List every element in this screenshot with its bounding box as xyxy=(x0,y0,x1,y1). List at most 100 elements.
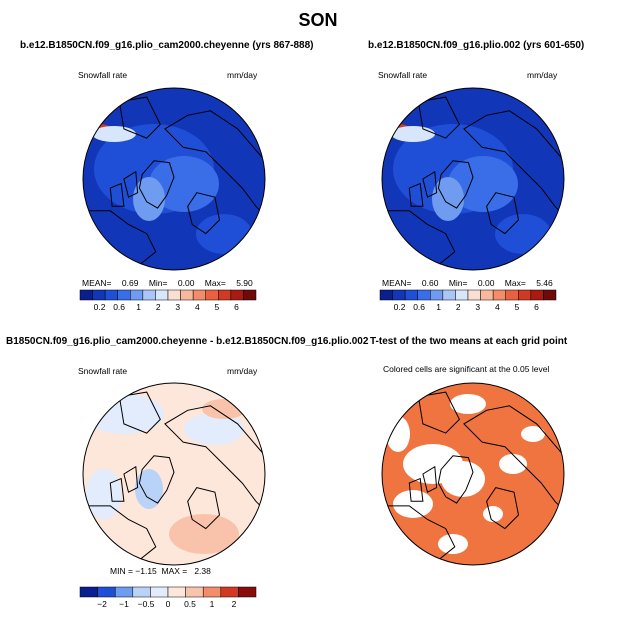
panel3-title: B1850CN.f09_g16.plio_cam2000.cheyenne - … xyxy=(6,336,369,347)
panel1-min-label: Min= xyxy=(148,278,168,288)
panel2-colorbar-box xyxy=(404,289,418,301)
panel2-colorbar-tick-label: 2 xyxy=(456,302,461,312)
panel1-colorbar-tick-label: 6 xyxy=(234,302,239,312)
panel3-colorbar-box xyxy=(167,586,186,598)
insignificant-region xyxy=(393,490,433,518)
panel2-colorbar-box xyxy=(530,289,544,301)
map-border xyxy=(82,87,266,271)
panel1-variable-label: Snowfall rate xyxy=(78,70,128,80)
insignificant-region xyxy=(499,454,527,474)
difference-region xyxy=(135,469,163,509)
insignificant-region xyxy=(521,426,545,442)
snowfall-region xyxy=(149,156,219,212)
snowfall-region xyxy=(92,126,136,142)
map-border xyxy=(381,87,565,271)
panel2-min-value: 0.00 xyxy=(477,278,495,288)
panel1-colorbar-box xyxy=(155,289,169,301)
panel3-colorbar-tick-label: −2 xyxy=(97,599,107,609)
panel3-colorbar-tick-label: −0.5 xyxy=(138,599,155,609)
panel3-colorbar-box xyxy=(114,586,134,598)
difference-region xyxy=(184,413,244,445)
panel3-map xyxy=(83,383,265,565)
panel1-colorbar-box xyxy=(117,289,131,301)
panel3-colorbar-box xyxy=(238,586,257,598)
panel1-colorbar-box xyxy=(104,289,118,301)
panel1-colorbar-box xyxy=(192,289,206,301)
snowfall-region xyxy=(133,177,165,221)
panel2-map xyxy=(382,88,564,270)
panel1-colorbar-tick-label: 2 xyxy=(156,302,161,312)
panel1-colorbar-box xyxy=(92,289,106,301)
insignificant-region xyxy=(386,416,410,452)
panel3-colorbar-tick-label: −1 xyxy=(119,599,129,609)
panel2-colorbar-box xyxy=(417,289,431,301)
snowfall-region xyxy=(196,214,252,254)
panel1-colorbar-box xyxy=(167,289,181,301)
panel1-max-value: 5.90 xyxy=(236,278,253,288)
panel2-colorbar-box xyxy=(505,289,519,301)
panel2-mean-value: 0.60 xyxy=(421,278,439,288)
panel3-colorbar: −2 −1 −0.5 0 0.5 1 2 xyxy=(79,586,257,609)
panel2-max-label: Max= xyxy=(504,278,526,288)
panel3-colorbar-box xyxy=(220,586,239,598)
panel2-colorbar-box xyxy=(543,289,557,301)
panel1-title: b.e12.B1850CN.f09_g16.plio_cam2000.cheye… xyxy=(20,40,314,51)
panel2-max-value: 5.46 xyxy=(536,278,553,288)
panel4-subtitle: Colored cells are significant at the 0.0… xyxy=(383,364,550,374)
panel1-colorbar-box xyxy=(243,289,257,301)
panel2-colorbar: 0.2 0.6 1 2 3 4 5 6 xyxy=(379,289,557,312)
snowfall-region xyxy=(432,177,464,221)
panel2-colorbar-box xyxy=(480,289,494,301)
panel3-colorbar-box xyxy=(97,586,116,598)
panel3-stats: MIN = −1.15 MAX = 2.38 xyxy=(110,566,211,576)
insignificant-region xyxy=(483,506,503,522)
panel2-mean-label: MEAN= xyxy=(382,278,412,288)
panel1-stats: MEAN= 0.69 Min= 0.00 Max= 5.90 xyxy=(82,278,253,288)
snowfall-region xyxy=(391,126,435,142)
panel1-colorbar-box xyxy=(130,289,144,301)
insignificant-region xyxy=(450,394,486,414)
panel2-title: b.e12.B1850CN.f09_g16.plio.002 (yrs 601-… xyxy=(368,40,585,51)
panel2-colorbar-tick-label: 0.2 xyxy=(394,302,406,312)
map-border xyxy=(381,382,565,566)
coastline xyxy=(83,391,265,565)
panel1-mean-value: 0.69 xyxy=(121,278,139,288)
panel2-colorbar-box xyxy=(455,289,469,301)
panel2-colorbar-tick-label: 3 xyxy=(475,302,480,312)
difference-region xyxy=(202,399,246,419)
panel2-stats: MEAN= 0.60 Min= 0.00 Max= 5.46 xyxy=(382,278,553,288)
panel1-colorbar-tick-label: 0.2 xyxy=(94,302,106,312)
panel2-colorbar-box xyxy=(492,289,506,301)
panel1-colorbar-tick-label: 1 xyxy=(136,302,141,312)
figure-title: SON xyxy=(298,10,338,30)
panel3-variable-label: Snowfall rate xyxy=(78,366,128,376)
panel2-colorbar-tick-label: 1 xyxy=(436,302,441,312)
coastline xyxy=(382,96,564,270)
panel3-colorbar-box xyxy=(202,586,222,598)
panel2-min-label: Min= xyxy=(448,278,468,288)
panel1-min-value: 0.00 xyxy=(177,278,195,288)
panel1-map xyxy=(83,88,265,270)
panel3-units-label: mm/day xyxy=(227,366,258,376)
panel3-colorbar-tick-label: 1 xyxy=(210,599,215,609)
coastline xyxy=(382,391,564,565)
panel3-colorbar-box xyxy=(79,586,98,598)
panel2-colorbar-tick-label: 5 xyxy=(515,302,520,312)
coastline xyxy=(83,96,265,270)
panel2-colorbar-box xyxy=(379,289,393,301)
snowfall-region xyxy=(495,214,551,254)
difference-region xyxy=(169,514,239,554)
panel2-colorbar-tick-label: 4 xyxy=(495,302,500,312)
panel3-colorbar-tick-label: 0 xyxy=(166,599,171,609)
panel3-colorbar-tick-label: 0.5 xyxy=(184,599,196,609)
panel1-colorbar-box xyxy=(142,289,156,301)
panel1-colorbar-tick-label: 5 xyxy=(215,302,220,312)
panel1-colorbar-box xyxy=(180,289,194,301)
panel1-mean-label: MEAN= xyxy=(82,278,112,288)
panel1-colorbar-box xyxy=(205,289,219,301)
panel2-colorbar-box xyxy=(430,289,444,301)
panel1-units-label: mm/day xyxy=(227,70,258,80)
panel2-colorbar-tick-label: 0.6 xyxy=(413,302,425,312)
panel1-colorbar-box xyxy=(79,289,93,301)
